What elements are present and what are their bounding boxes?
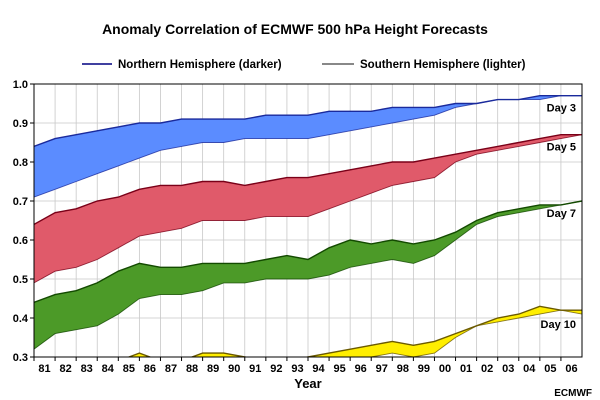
line-day-10-southern (368, 309, 582, 357)
x-tick-label-1: 82 (59, 363, 71, 375)
series-label-day-3: Day 3 (547, 103, 576, 115)
x-tick-label-21: 02 (481, 363, 493, 375)
y-tick-label-5: 0.8 (13, 157, 28, 169)
x-tick-label-17: 98 (397, 363, 409, 375)
y-tick-label-2: 0.5 (13, 274, 28, 286)
x-tick-label-20: 01 (460, 363, 472, 375)
area-day-5 (34, 134, 582, 283)
x-tick-label-12: 93 (291, 363, 303, 375)
series-labels: Day 3 Day 5 Day 7 Day 10 (541, 103, 576, 331)
line-day-5-northern (34, 133, 582, 226)
x-tick-label-24: 05 (544, 363, 556, 375)
y-axis-ticks: 0.3 0.4 0.5 0.6 0.7 0.8 0.9 1.0 (13, 79, 34, 364)
x-tick-label-0: 81 (38, 363, 50, 375)
x-tick-label-3: 84 (102, 363, 115, 375)
series-label-day-10: Day 10 (541, 319, 576, 331)
line-day-3-southern (34, 95, 582, 198)
x-tick-label-10: 91 (249, 363, 261, 375)
x-tick-label-15: 96 (355, 363, 367, 375)
y-tick-label-3: 0.6 (13, 235, 28, 247)
x-tick-label-23: 04 (523, 363, 536, 375)
x-tick-label-5: 86 (144, 363, 156, 375)
area-day-7 (34, 201, 582, 350)
x-tick-label-4: 85 (123, 363, 135, 375)
area-day-10 (128, 306, 582, 357)
series-label-day-7: Day 7 (547, 208, 576, 220)
x-tick-label-7: 88 (186, 363, 198, 375)
x-tick-label-19: 00 (439, 363, 451, 375)
x-tick-label-14: 95 (333, 363, 345, 375)
x-tick-label-16: 97 (376, 363, 388, 375)
x-tick-label-11: 92 (270, 363, 282, 375)
x-tick-label-18: 99 (418, 363, 430, 375)
x-tick-label-2: 83 (81, 363, 93, 375)
x-tick-label-22: 03 (502, 363, 514, 375)
x-axis-label: Year (294, 376, 321, 391)
credit-label: ECMWF (554, 388, 592, 399)
y-tick-label-6: 0.9 (13, 118, 28, 130)
y-tick-label-0: 0.3 (13, 352, 28, 364)
legend-label-northern: Northern Hemisphere (darker) (118, 59, 282, 71)
legend: Northern Hemisphere (darker) Southern He… (82, 59, 526, 71)
line-day-7-southern (34, 200, 582, 350)
line-day-5-southern (34, 134, 582, 284)
chart-title: Anomaly Correlation of ECMWF 500 hPa Hei… (102, 21, 488, 37)
line-day-7-northern (34, 200, 582, 304)
legend-label-southern: Southern Hemisphere (lighter) (360, 59, 526, 71)
series-label-day-5: Day 5 (547, 142, 576, 154)
y-tick-label-7: 1.0 (13, 79, 28, 91)
series-areas (34, 94, 582, 357)
x-tick-label-6: 87 (165, 363, 177, 375)
line-day-10-northern (126, 305, 582, 357)
y-tick-label-1: 0.4 (13, 313, 29, 325)
x-tick-label-25: 06 (565, 363, 577, 375)
y-tick-label-4: 0.7 (13, 196, 28, 208)
x-axis-ticks: 81 82 83 84 85 86 87 88 89 90 91 92 93 94 95 96 97 98 99 00… (33, 357, 578, 375)
x-tick-label-13: 94 (312, 363, 325, 375)
x-tick-label-9: 90 (228, 363, 240, 375)
x-tick-label-8: 89 (207, 363, 219, 375)
